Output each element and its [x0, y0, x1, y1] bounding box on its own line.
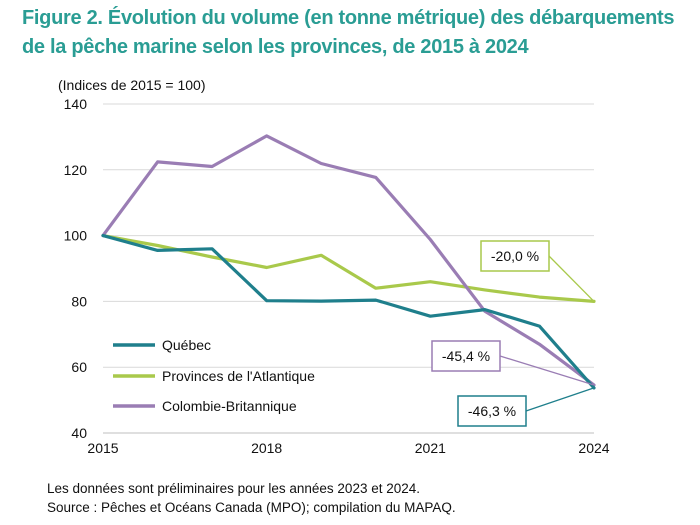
annotation-box: [480, 240, 550, 272]
legend-label: Provinces de l'Atlantique: [162, 368, 315, 384]
annotation-box: [457, 395, 527, 427]
series-lines: [101, 134, 596, 390]
legend-item: Provinces de l'Atlantique: [113, 368, 315, 384]
annotation-leader: [525, 387, 595, 412]
x-tick-label: 2021: [415, 440, 446, 456]
series-line-2: [101, 134, 596, 387]
x-tick-label: 2018: [251, 440, 282, 456]
legend-item: Québec: [113, 337, 211, 353]
source-note: Source : Pêches et Océans Canada (MPO); …: [47, 500, 456, 515]
y-axis-label: (Indices de 2015 = 100): [58, 77, 206, 93]
y-tick-label: 140: [64, 96, 88, 112]
y-tick-label: 60: [71, 359, 87, 375]
gridlines: [103, 103, 594, 368]
annotation-label: -20,0 %: [491, 248, 539, 264]
annotation-callout: -46,3 %: [457, 387, 595, 427]
line-chart: 40 60 80 100 120 140 2015 2018 2021 2024 (Indice…: [58, 77, 610, 456]
annotation-leader: [548, 255, 595, 302]
annotation-callout: -20,0 %: [480, 240, 595, 302]
series-line-1: [101, 234, 596, 303]
chart-title-line2: de la pêche marine selon les provinces, …: [22, 36, 529, 58]
series-line-0: [101, 234, 596, 390]
annotation-label: -45,4 %: [442, 348, 490, 364]
annotation-leader: [499, 355, 595, 386]
preliminary-note: Les données sont préliminaires pour les …: [47, 481, 421, 496]
x-tick-label: 2024: [578, 440, 609, 456]
legend: Québec Provinces de l'Atlantique Colombie-…: [113, 337, 315, 414]
legend-label: Colombie-Britannique: [162, 398, 297, 414]
annotations: -20,0 % -45,4 % -46,3 %: [431, 240, 595, 427]
annotation-box: [431, 340, 501, 372]
x-axis: 2015 2018 2021 2024: [87, 432, 610, 456]
y-tick-label: 120: [64, 162, 88, 178]
legend-item: Colombie-Britannique: [113, 398, 297, 414]
annotation-callout: -45,4 %: [431, 340, 595, 386]
x-tick-label: 2015: [87, 440, 118, 456]
chart-title-line1: Figure 2. Évolution du volume (en tonne …: [22, 7, 675, 29]
legend-label: Québec: [162, 337, 211, 353]
y-axis-ticks: 40 60 80 100 120 140: [64, 96, 88, 441]
chart-title: Figure 2. Évolution du volume (en tonne …: [22, 4, 682, 62]
y-tick-label: 40: [71, 425, 87, 441]
y-tick-label: 80: [71, 293, 87, 309]
chart-notes: Les données sont préliminaires pour les …: [47, 479, 456, 517]
annotation-label: -46,3 %: [468, 403, 516, 419]
y-tick-label: 100: [64, 228, 88, 244]
